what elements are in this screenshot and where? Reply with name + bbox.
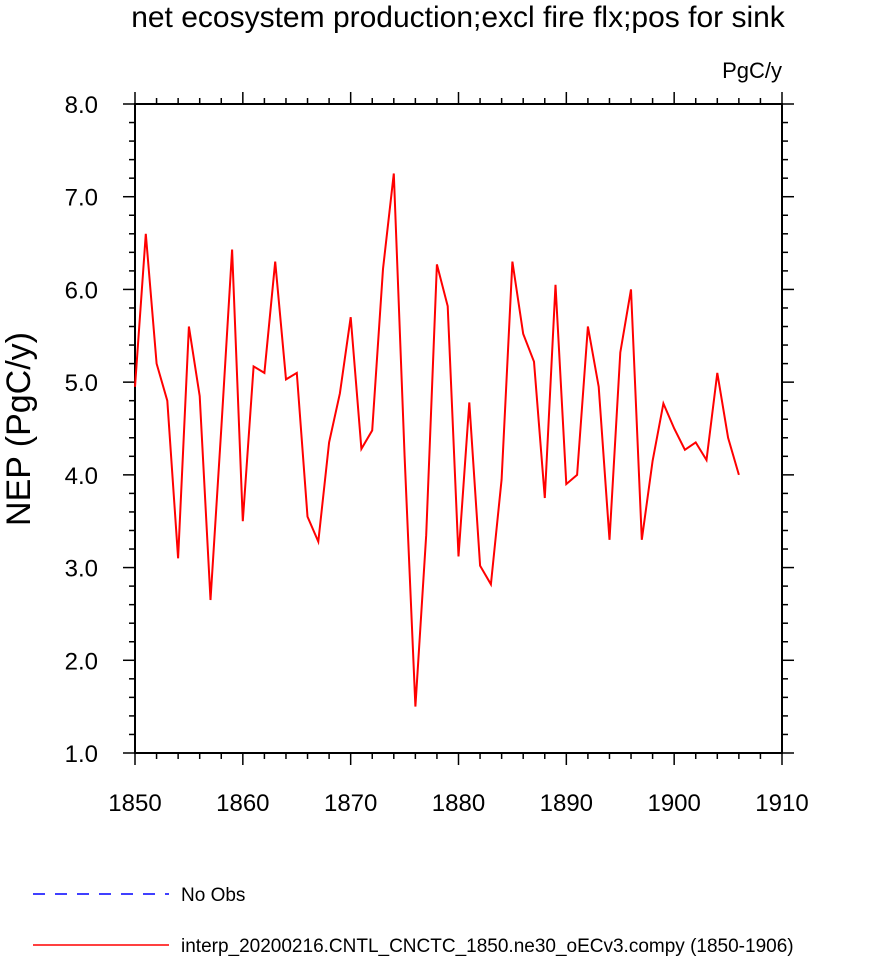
y-axis-label: NEP (PgC/y) — [0, 332, 38, 526]
y-tick-label: 3.0 — [65, 556, 98, 583]
legend-label-no-obs: No Obs — [181, 885, 245, 906]
x-tick-label: 1880 — [432, 790, 485, 817]
x-tick-label: 1890 — [540, 790, 593, 817]
legend: No Obs interp_20200216.CNTL_CNCTC_1850.n… — [33, 885, 794, 957]
axis-ticks — [123, 92, 794, 765]
chart-title: net ecosystem production;excl fire flx;p… — [131, 1, 786, 34]
y-tick-label: 5.0 — [65, 370, 98, 397]
y-tick-label: 4.0 — [65, 463, 98, 490]
y-tick-label: 2.0 — [65, 648, 98, 675]
units-label: PgC/y — [722, 58, 782, 83]
series-lines — [134, 173, 740, 707]
x-tick-label: 1870 — [324, 790, 377, 817]
y-tick-label: 8.0 — [65, 92, 98, 119]
plot-area: 1850 1860 1870 1880 1890 1900 1910 1.0 2.0 3.0 4.0… — [65, 92, 809, 817]
series-line — [134, 173, 740, 707]
y-tick-label: 6.0 — [65, 277, 98, 304]
x-tick-label: 1900 — [647, 790, 700, 817]
x-tick-label: 1910 — [755, 790, 808, 817]
x-tick-label: 1850 — [108, 790, 161, 817]
tick-labels: 1850 1860 1870 1880 1890 1900 1910 1.0 2.0 3.0 4.0… — [65, 92, 809, 817]
legend-label-model: interp_20200216.CNTL_CNCTC_1850.ne30_oEC… — [181, 936, 794, 957]
y-tick-label: 7.0 — [65, 185, 98, 212]
x-tick-label: 1860 — [216, 790, 269, 817]
plot-frame — [134, 103, 783, 754]
y-tick-label: 1.0 — [65, 741, 98, 768]
